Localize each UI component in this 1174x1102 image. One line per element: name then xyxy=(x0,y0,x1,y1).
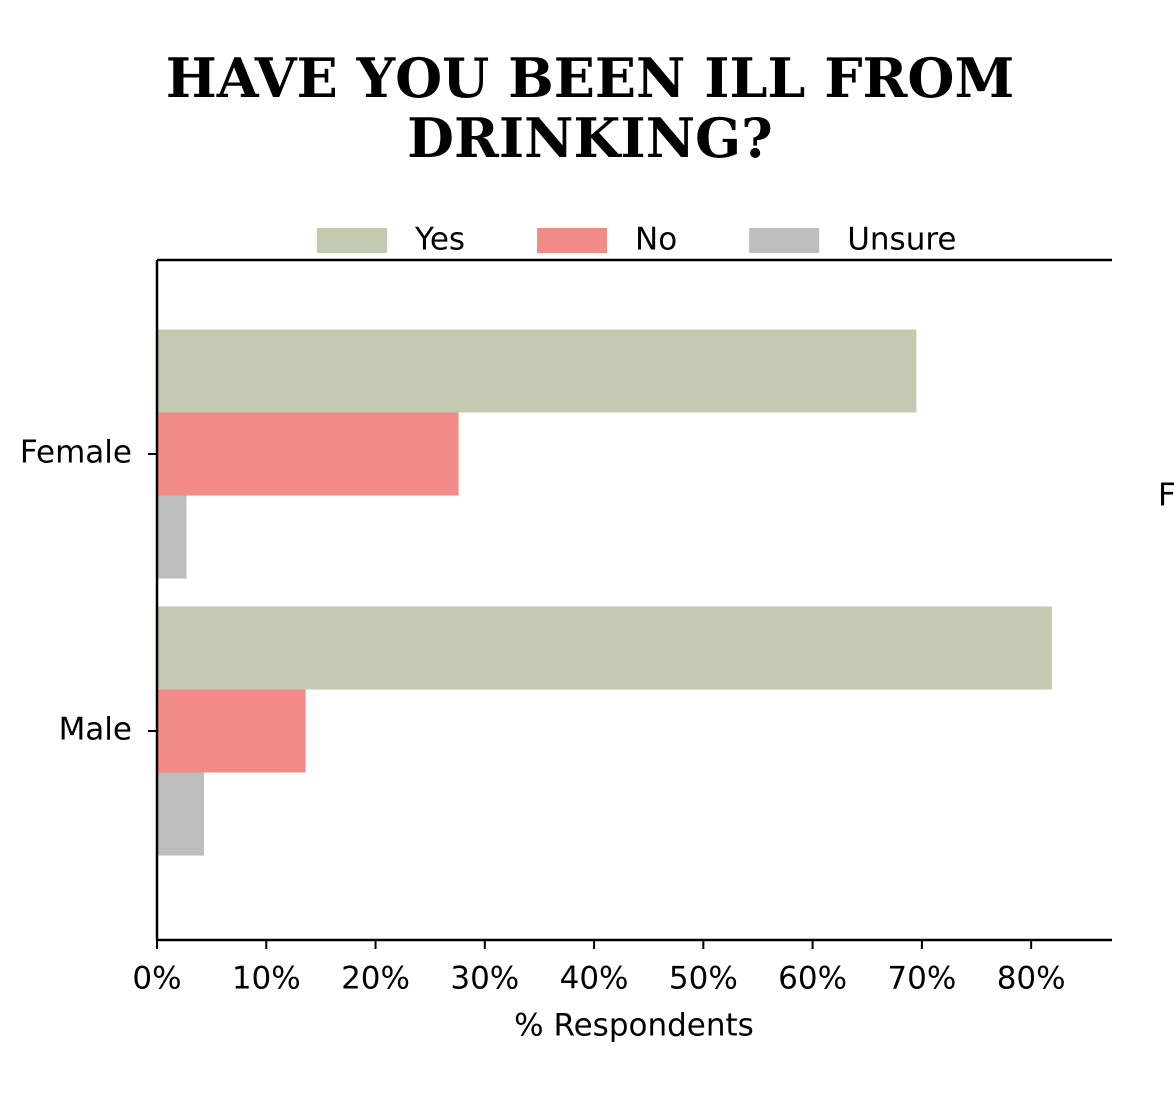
legend-swatch xyxy=(317,228,387,253)
legend-label: Yes xyxy=(414,222,465,258)
annotation: F xyxy=(1158,478,1174,514)
x-tick-label: 60% xyxy=(778,961,847,997)
x-tick-label: 80% xyxy=(997,961,1066,997)
x-tick-label: 0% xyxy=(132,961,181,997)
bar xyxy=(157,412,459,496)
x-tick-label: 70% xyxy=(887,961,956,997)
x-tick-label: 40% xyxy=(560,961,629,997)
x-tick-label: 30% xyxy=(450,961,519,997)
legend-swatch xyxy=(537,228,608,253)
bar xyxy=(157,772,204,856)
bar xyxy=(157,606,1052,690)
legend-label: No xyxy=(635,222,677,258)
x-axis-label: % Respondents xyxy=(514,1008,754,1044)
bar xyxy=(157,689,306,773)
y-tick-label: Male xyxy=(59,712,132,748)
x-tick-label: 10% xyxy=(232,961,301,997)
x-tick-label: 50% xyxy=(669,961,738,997)
bar xyxy=(157,495,187,579)
legend-swatch xyxy=(749,228,820,253)
chart-title: HAVE YOU BEEN ILL FROM DRINKING? xyxy=(165,46,1015,170)
legend-label: Unsure xyxy=(847,222,956,258)
bar xyxy=(157,329,917,413)
x-tick-label: 20% xyxy=(341,961,410,997)
y-tick-label: Female xyxy=(20,435,132,471)
